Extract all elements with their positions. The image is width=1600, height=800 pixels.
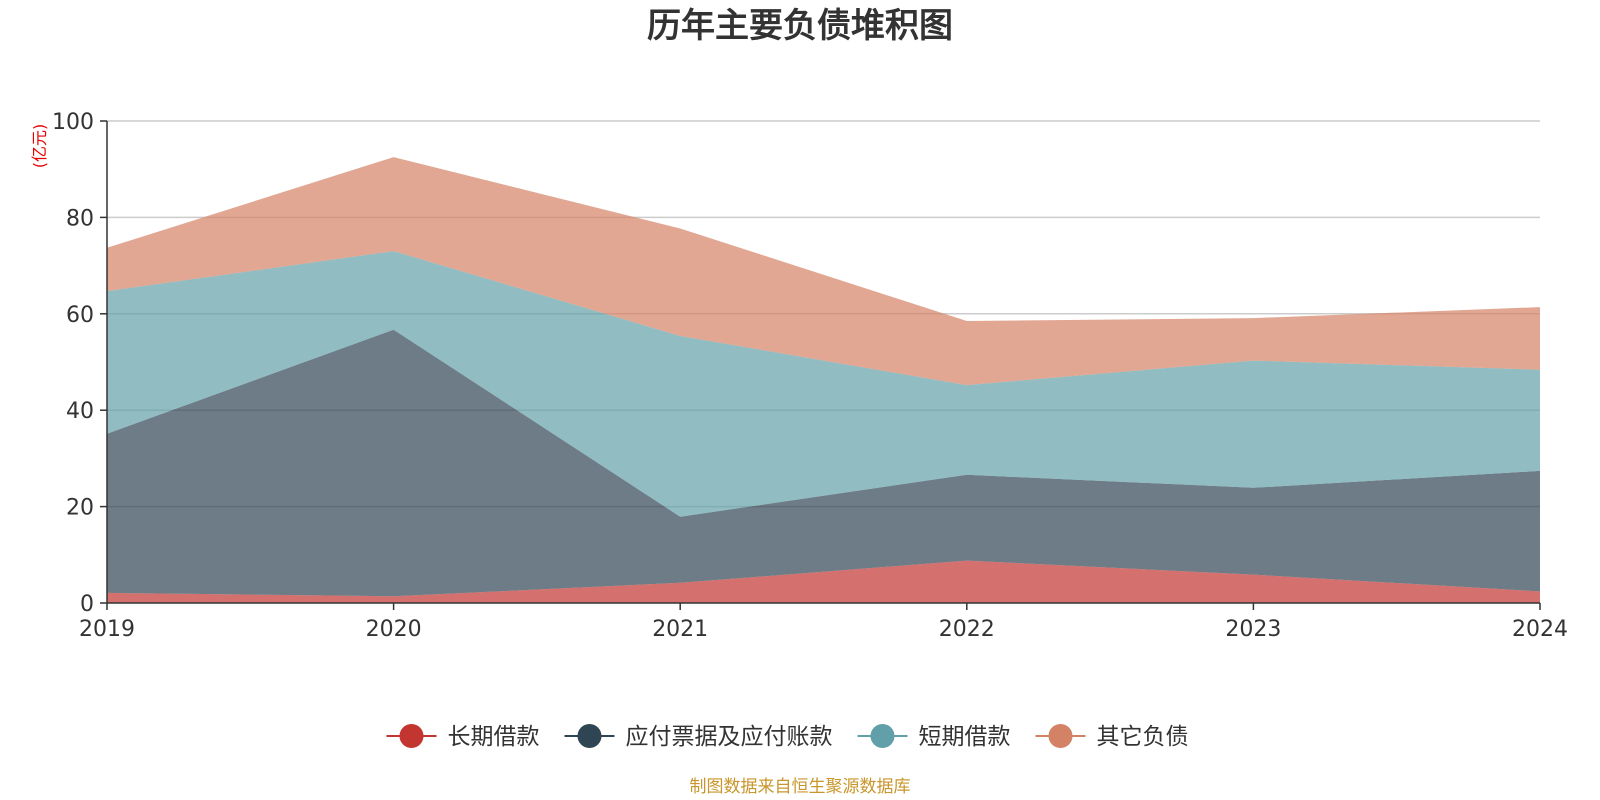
legend-marker (399, 724, 424, 748)
legend-item-3[interactable]: 短期借款 (857, 724, 1011, 750)
y-tick-label: 60 (66, 303, 94, 328)
legend-marker (870, 724, 895, 748)
legend-label: 其它负债 (1097, 724, 1189, 750)
area-series-2 (107, 329, 1540, 597)
area-series-3 (107, 251, 1540, 517)
x-tick-label: 2022 (939, 617, 995, 642)
x-tick-label: 2024 (1512, 617, 1568, 642)
area-series-1 (107, 560, 1540, 603)
area-series-4 (107, 157, 1540, 386)
x-axis-ticks: 2019 2020 2021 2022 2023 2024 (79, 603, 1568, 642)
legend-item-1[interactable]: 长期借款 (386, 724, 540, 750)
axes (106, 121, 1540, 604)
legend-label: 应付票据及应付账款 (626, 724, 833, 750)
y-tick-label: 80 (66, 206, 94, 231)
y-tick-label: 100 (52, 110, 94, 135)
legend-label: 长期借款 (448, 724, 540, 750)
legend: 长期借款 应付票据及应付账款 短期借款 其它负债 (386, 724, 1189, 750)
y-unit-label: (亿元) (30, 124, 49, 169)
x-tick-label: 2020 (366, 617, 422, 642)
source-note: 制图数据来自恒生聚源数据库 (690, 777, 911, 797)
y-tick-label: 20 (66, 496, 94, 521)
legend-label: 短期借款 (919, 724, 1011, 750)
x-tick-label: 2023 (1225, 617, 1281, 642)
y-axis-ticks: 0 20 40 60 80 100 (52, 110, 107, 617)
legend-marker (577, 724, 602, 748)
legend-item-2[interactable]: 应付票据及应付账款 (564, 724, 833, 750)
area-series-group (107, 157, 1540, 603)
x-tick-label: 2021 (652, 617, 708, 642)
legend-item-4[interactable]: 其它负债 (1035, 724, 1189, 750)
x-tick-label: 2019 (79, 617, 135, 642)
y-tick-label: 0 (80, 592, 94, 617)
chart-title: 历年主要负债堆积图 (647, 6, 953, 46)
legend-marker (1048, 724, 1073, 748)
y-tick-label: 40 (66, 399, 94, 424)
